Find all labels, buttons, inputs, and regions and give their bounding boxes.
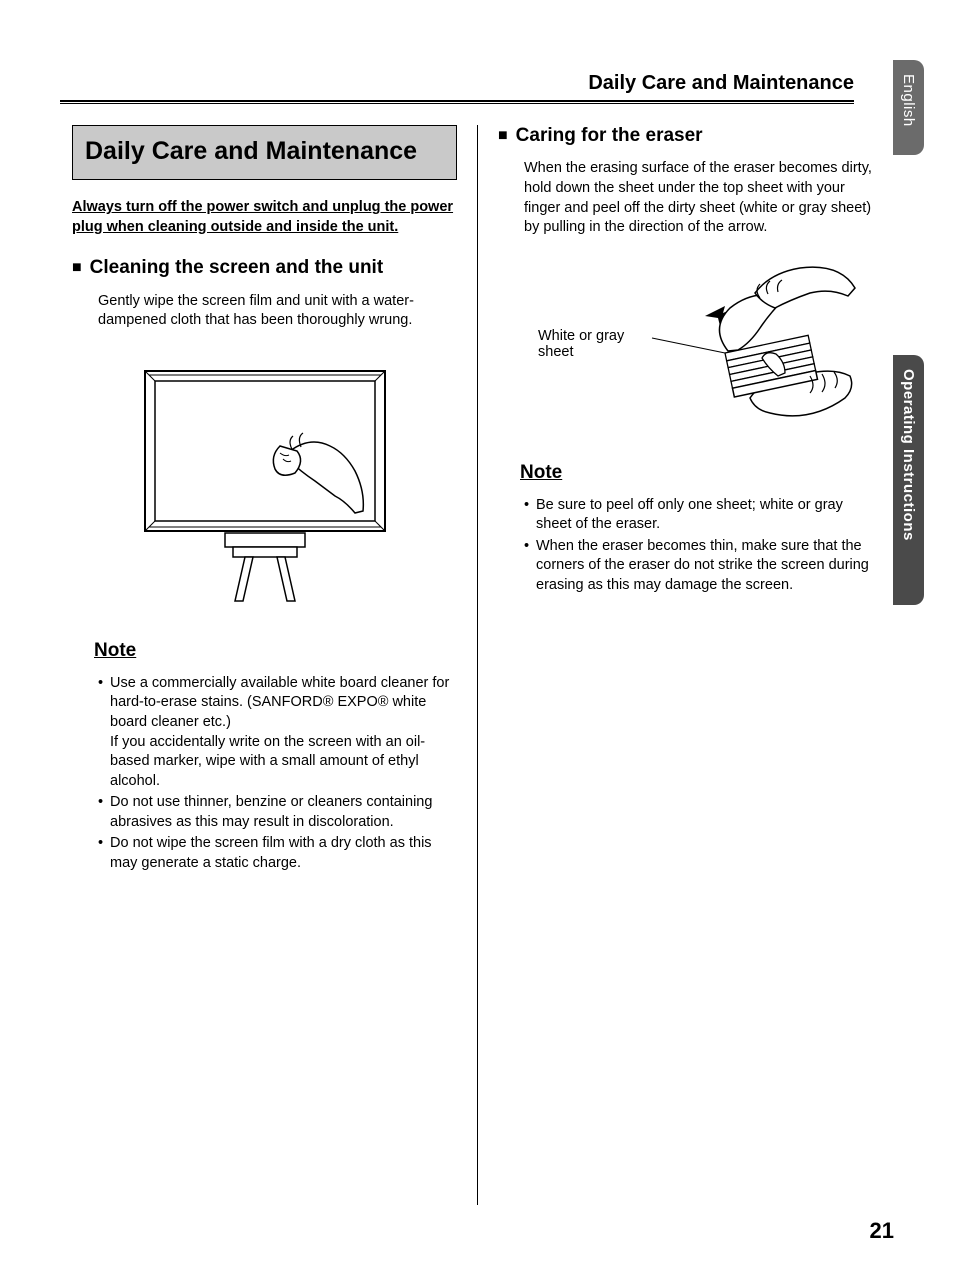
warning-text: Always turn off the power switch and unp… (72, 198, 457, 237)
square-bullet-icon: ■ (498, 125, 508, 147)
cleaning-illustration (115, 351, 415, 611)
page-content: Daily Care and Maintenance Always turn o… (0, 0, 954, 1245)
figure-label: White or gray sheet (538, 328, 638, 360)
left-column: Daily Care and Maintenance Always turn o… (60, 125, 477, 1205)
section-eraser-title: Caring for the eraser (516, 125, 703, 147)
list-item: When the eraser becomes thin, make sure … (524, 537, 882, 596)
note-list-left: Use a commercially available white board… (98, 674, 457, 874)
section-cleaning-title: Cleaning the screen and the unit (90, 257, 384, 279)
square-bullet-icon: ■ (72, 257, 82, 279)
section-eraser-body: When the erasing surface of the eraser b… (524, 159, 882, 237)
main-title-box: Daily Care and Maintenance (72, 125, 457, 180)
note-heading-right: Note (520, 462, 882, 484)
section-cleaning-heading: ■ Cleaning the screen and the unit (72, 257, 457, 279)
section-eraser-heading: ■ Caring for the eraser (498, 125, 882, 147)
figure-cleaning-screen (72, 351, 457, 616)
right-column: ■ Caring for the eraser When the erasing… (477, 125, 894, 1205)
note-list-right: Be sure to peel off only one sheet; whit… (524, 496, 882, 596)
note-heading-left: Note (94, 640, 457, 662)
figure-eraser: White or gray sheet (498, 258, 882, 438)
main-title: Daily Care and Maintenance (85, 136, 444, 167)
list-item: Use a commercially available white board… (98, 674, 457, 791)
page-number: 21 (870, 1218, 894, 1244)
list-item: Be sure to peel off only one sheet; whit… (524, 496, 882, 535)
list-item: Do not wipe the screen film with a dry c… (98, 834, 457, 873)
section-cleaning-body: Gently wipe the screen film and unit wit… (98, 292, 457, 331)
list-item: Do not use thinner, benzine or cleaners … (98, 793, 457, 832)
